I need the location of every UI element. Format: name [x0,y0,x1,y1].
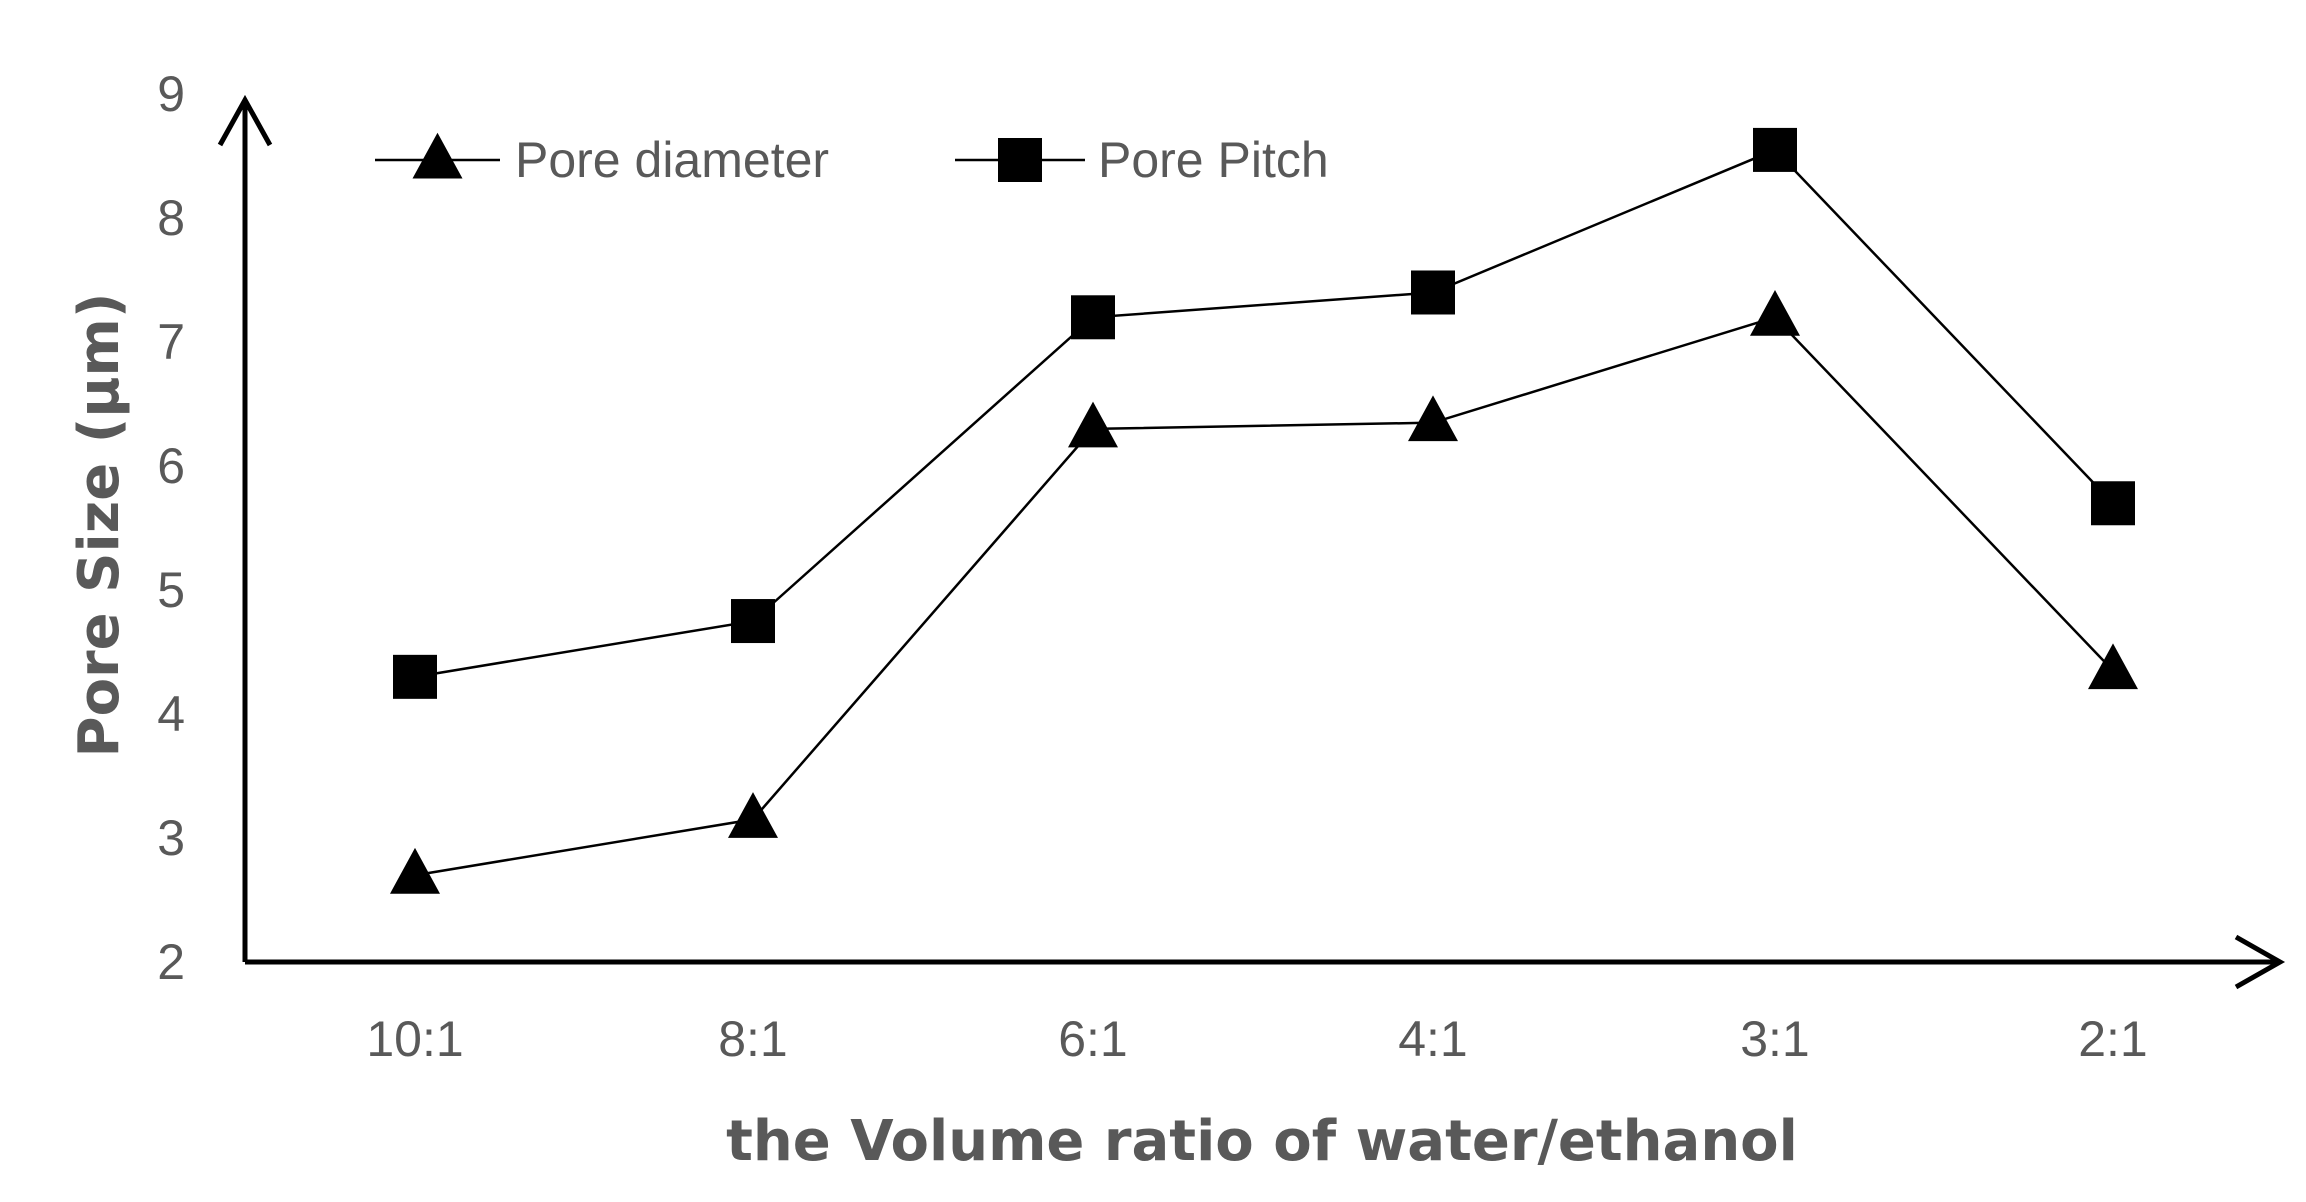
legend-label: Pore Pitch [1098,132,1329,188]
data-point-square [2091,481,2135,526]
x-axis-title: the Volume ratio of water/ethanol [726,1109,1798,1174]
legend-item: Pore diameter [375,132,829,188]
data-point-triangle [390,847,440,894]
labels-layer: 2 3 4 5 6 7 8 9 10:1 8:1 6:1 4:1 3:1 2:1 the Volume ra… [67,66,2148,1174]
x-tick-label: 2:1 [2078,1011,2148,1067]
data-point-triangle [728,792,778,838]
y-tick-label: 8 [157,190,185,246]
data-point-square [731,599,775,644]
series-line [414,315,2114,877]
x-tick-label: 4:1 [1398,1011,1468,1067]
legend-item: Pore Pitch [955,132,1329,188]
data-point-square [1753,127,1797,172]
data-point-square [393,654,437,699]
series-pore-pitch [393,127,2135,699]
data-point-triangle [1408,395,1458,442]
data-point-square [1071,295,1115,340]
y-tick-label: 9 [157,66,185,122]
legend-marker-triangle [412,132,463,179]
y-tick-label: 2 [157,934,185,990]
series-line [414,148,2114,679]
legend: Pore diameter Pore Pitch [375,132,1329,188]
legend-marker-square [998,138,1042,182]
x-tick-label: 6:1 [1058,1011,1128,1067]
series-layer [390,127,2138,894]
x-tick-label: 8:1 [718,1011,788,1067]
y-tick-label: 4 [157,686,185,742]
data-point-triangle [2088,643,2138,690]
x-tick-label: 10:1 [366,1011,463,1067]
data-point-triangle [1068,401,1118,448]
x-tick-label: 3:1 [1740,1011,1810,1067]
y-tick-label: 3 [157,810,185,866]
y-axis-title: Pore Size (μm) [67,293,132,758]
data-point-triangle [1750,290,1800,336]
y-axis-arrow [217,94,273,147]
y-tick-label: 5 [157,562,185,618]
series-pore-diameter [390,290,2138,894]
y-tick-label: 6 [157,438,185,494]
legend-label: Pore diameter [515,132,829,188]
axes-layer [217,94,2286,990]
y-tick-label: 7 [157,314,185,370]
data-point-square [1411,270,1455,315]
x-axis-arrow [2234,934,2286,990]
